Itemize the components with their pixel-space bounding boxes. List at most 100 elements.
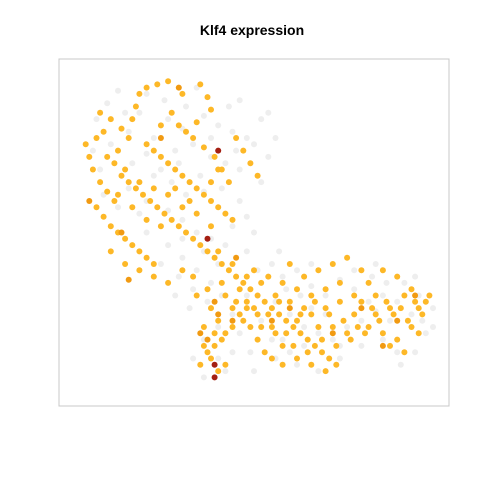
point-low-110	[208, 223, 214, 230]
point-low-83	[258, 324, 265, 330]
point-low-199	[376, 317, 383, 324]
point-low-63	[215, 204, 222, 211]
point-low-180	[136, 267, 143, 274]
point-low-191	[265, 311, 272, 318]
point-low-157	[344, 254, 351, 261]
point-low-117	[115, 147, 121, 154]
point-none-102	[115, 204, 121, 211]
point-low-192	[276, 298, 283, 305]
point-low-134	[200, 324, 207, 330]
point-none-75	[229, 311, 236, 318]
point-low-102	[315, 324, 322, 330]
point-none-7	[229, 128, 236, 135]
point-low-164	[82, 141, 89, 148]
point-low-94	[408, 324, 415, 330]
point-mid-11	[394, 317, 401, 324]
point-none-95	[383, 279, 390, 286]
point-mid-3	[197, 330, 204, 337]
point-low-193	[290, 342, 297, 349]
point-low-158	[358, 267, 365, 274]
point-none-42	[208, 279, 214, 286]
point-low-106	[258, 279, 265, 286]
point-low-4	[107, 116, 114, 123]
point-low-126	[279, 361, 286, 368]
point-low-156	[329, 261, 336, 267]
point-none-101	[136, 210, 143, 217]
point-low-51	[326, 355, 333, 362]
point-low-81	[254, 172, 261, 179]
point-low-68	[208, 106, 214, 113]
point-mid-6	[229, 317, 236, 324]
point-low-212	[297, 311, 304, 318]
point-none-87	[394, 349, 401, 356]
point-none-66	[329, 336, 336, 343]
point-low-31	[183, 229, 189, 236]
point-low-1	[143, 84, 150, 91]
point-low-48	[304, 336, 311, 343]
point-none-4	[183, 103, 189, 110]
point-low-113	[165, 191, 172, 198]
point-low-101	[329, 324, 336, 330]
point-none-137	[247, 349, 254, 356]
point-none-72	[258, 317, 265, 324]
point-none-118	[175, 160, 182, 167]
point-low-173	[172, 185, 179, 192]
point-low-128	[308, 361, 315, 368]
point-low-122	[247, 324, 254, 330]
point-low-90	[351, 311, 358, 318]
point-low-67	[204, 94, 211, 101]
point-low-213	[283, 330, 290, 337]
point-mid-17	[379, 342, 386, 349]
point-none-37	[229, 223, 236, 230]
point-low-135	[215, 317, 222, 324]
point-low-211	[311, 298, 318, 305]
point-low-208	[354, 324, 361, 330]
point-low-112	[179, 204, 186, 211]
point-low-216	[243, 298, 250, 305]
point-none-39	[165, 242, 172, 249]
point-none-93	[297, 292, 304, 299]
point-none-73	[243, 292, 250, 299]
point-low-215	[254, 311, 261, 318]
point-none-34	[193, 229, 200, 236]
points-layer	[82, 78, 436, 381]
point-low-127	[294, 355, 300, 362]
point-low-19	[150, 261, 157, 267]
point-low-55	[157, 153, 164, 160]
point-low-109	[215, 248, 222, 255]
point-none-21	[107, 141, 114, 148]
point-none-139	[200, 374, 207, 381]
point-none-96	[369, 273, 376, 280]
point-low-77	[183, 128, 189, 135]
point-none-97	[430, 305, 436, 312]
point-low-149	[379, 267, 386, 274]
point-none-14	[190, 141, 197, 148]
point-low-155	[315, 267, 322, 274]
point-none-5	[200, 112, 207, 119]
point-none-19	[265, 153, 272, 160]
point-low-185	[190, 273, 197, 280]
point-low-163	[86, 153, 93, 160]
point-low-62	[208, 198, 214, 204]
point-none-111	[272, 135, 279, 141]
point-low-200	[390, 311, 397, 318]
point-none-28	[236, 198, 243, 204]
point-none-88	[422, 330, 429, 337]
point-low-187	[218, 279, 225, 286]
point-mid-0	[86, 198, 93, 204]
point-low-131	[204, 349, 211, 356]
point-none-29	[243, 213, 250, 220]
point-none-50	[279, 273, 286, 280]
point-none-20	[93, 116, 100, 123]
point-low-82	[243, 305, 250, 312]
point-low-111	[193, 210, 200, 217]
point-low-42	[261, 298, 268, 305]
point-none-113	[208, 135, 214, 141]
point-none-80	[251, 368, 257, 375]
point-low-146	[336, 279, 343, 286]
point-low-177	[115, 191, 121, 198]
point-low-47	[297, 330, 304, 337]
point-mid-13	[157, 135, 164, 141]
point-low-37	[225, 267, 232, 274]
point-none-57	[379, 292, 386, 299]
